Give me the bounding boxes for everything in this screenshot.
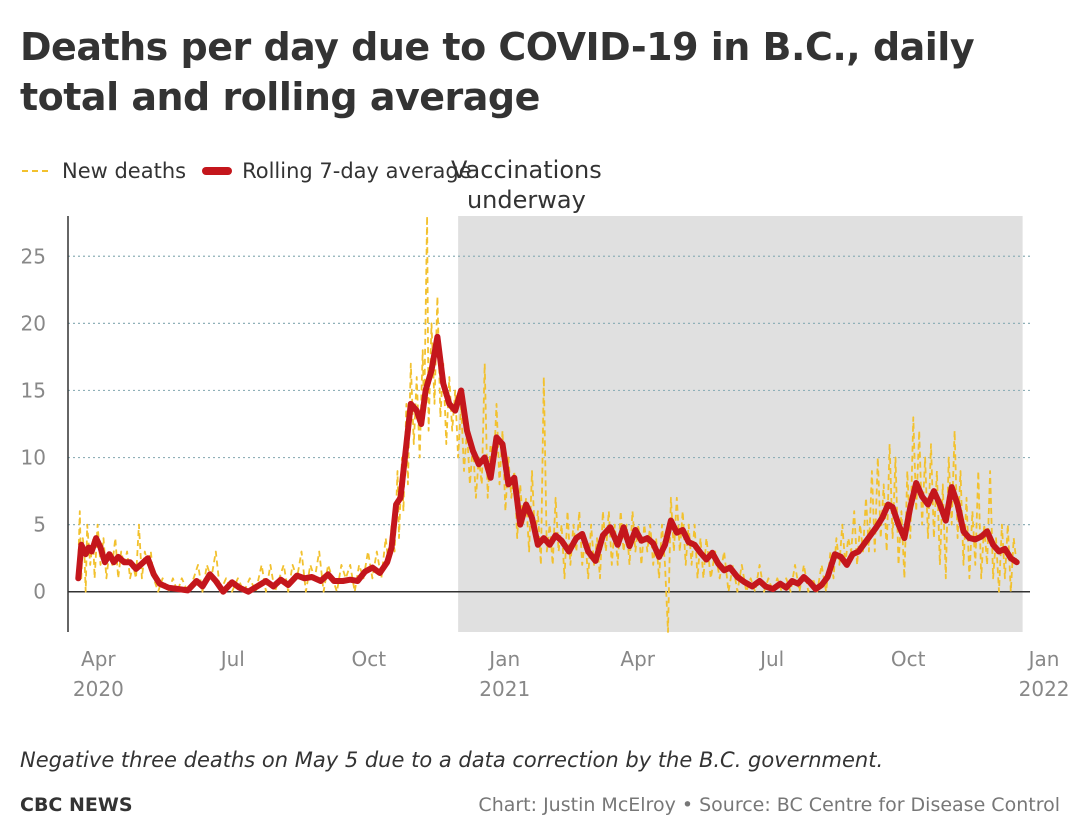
- x-tick-label: Oct: [351, 647, 386, 671]
- vaccination-annotation: Vaccinations underway: [451, 156, 602, 214]
- x-tick-label: Oct: [891, 647, 926, 671]
- x-tick-label: Apr: [620, 647, 655, 671]
- legend-label-new-deaths: New deaths: [62, 159, 187, 183]
- footnote: Negative three deaths on May 5 due to a …: [20, 748, 884, 772]
- source-credit: Chart: Justin McElroy • Source: BC Centr…: [478, 794, 1060, 816]
- chart-title: Deaths per day due to COVID-19 in B.C., …: [20, 25, 975, 119]
- chart-plot: Vaccinations underway 0 5 10 15 20 25 Apr 2020 Jul…: [21, 156, 1070, 701]
- legend-item-rolling-average: Rolling 7-day average: [202, 159, 472, 183]
- x-tick-year-label: 2020: [73, 677, 124, 701]
- series-rolling-average-line: [75, 333, 1020, 595]
- rolling-average-swatch: [202, 167, 233, 175]
- y-tick-label: 20: [21, 311, 46, 335]
- x-tick-year-label: 2022: [1019, 677, 1070, 701]
- y-tick-label: 15: [21, 378, 46, 402]
- x-tick-label: Apr: [81, 647, 116, 671]
- x-tick-label: Jul: [219, 647, 245, 671]
- legend: New deaths Rolling 7-day average: [22, 156, 488, 186]
- y-tick-label: 5: [33, 513, 46, 537]
- brand-logo-text: CBC NEWS: [20, 794, 133, 816]
- y-tick-label: 10: [21, 446, 46, 470]
- legend-item-new-deaths: New deaths: [22, 159, 186, 183]
- x-tick-label: Jul: [758, 647, 784, 671]
- legend-label-rolling-average: Rolling 7-day average: [242, 159, 472, 183]
- new-deaths-swatch: [22, 170, 48, 172]
- y-tick-label: 0: [33, 580, 46, 604]
- x-tick-label: Jan: [487, 647, 520, 671]
- x-tick-label: Jan: [1027, 647, 1060, 671]
- x-tick-year-label: 2021: [479, 677, 530, 701]
- y-tick-label: 25: [21, 244, 46, 268]
